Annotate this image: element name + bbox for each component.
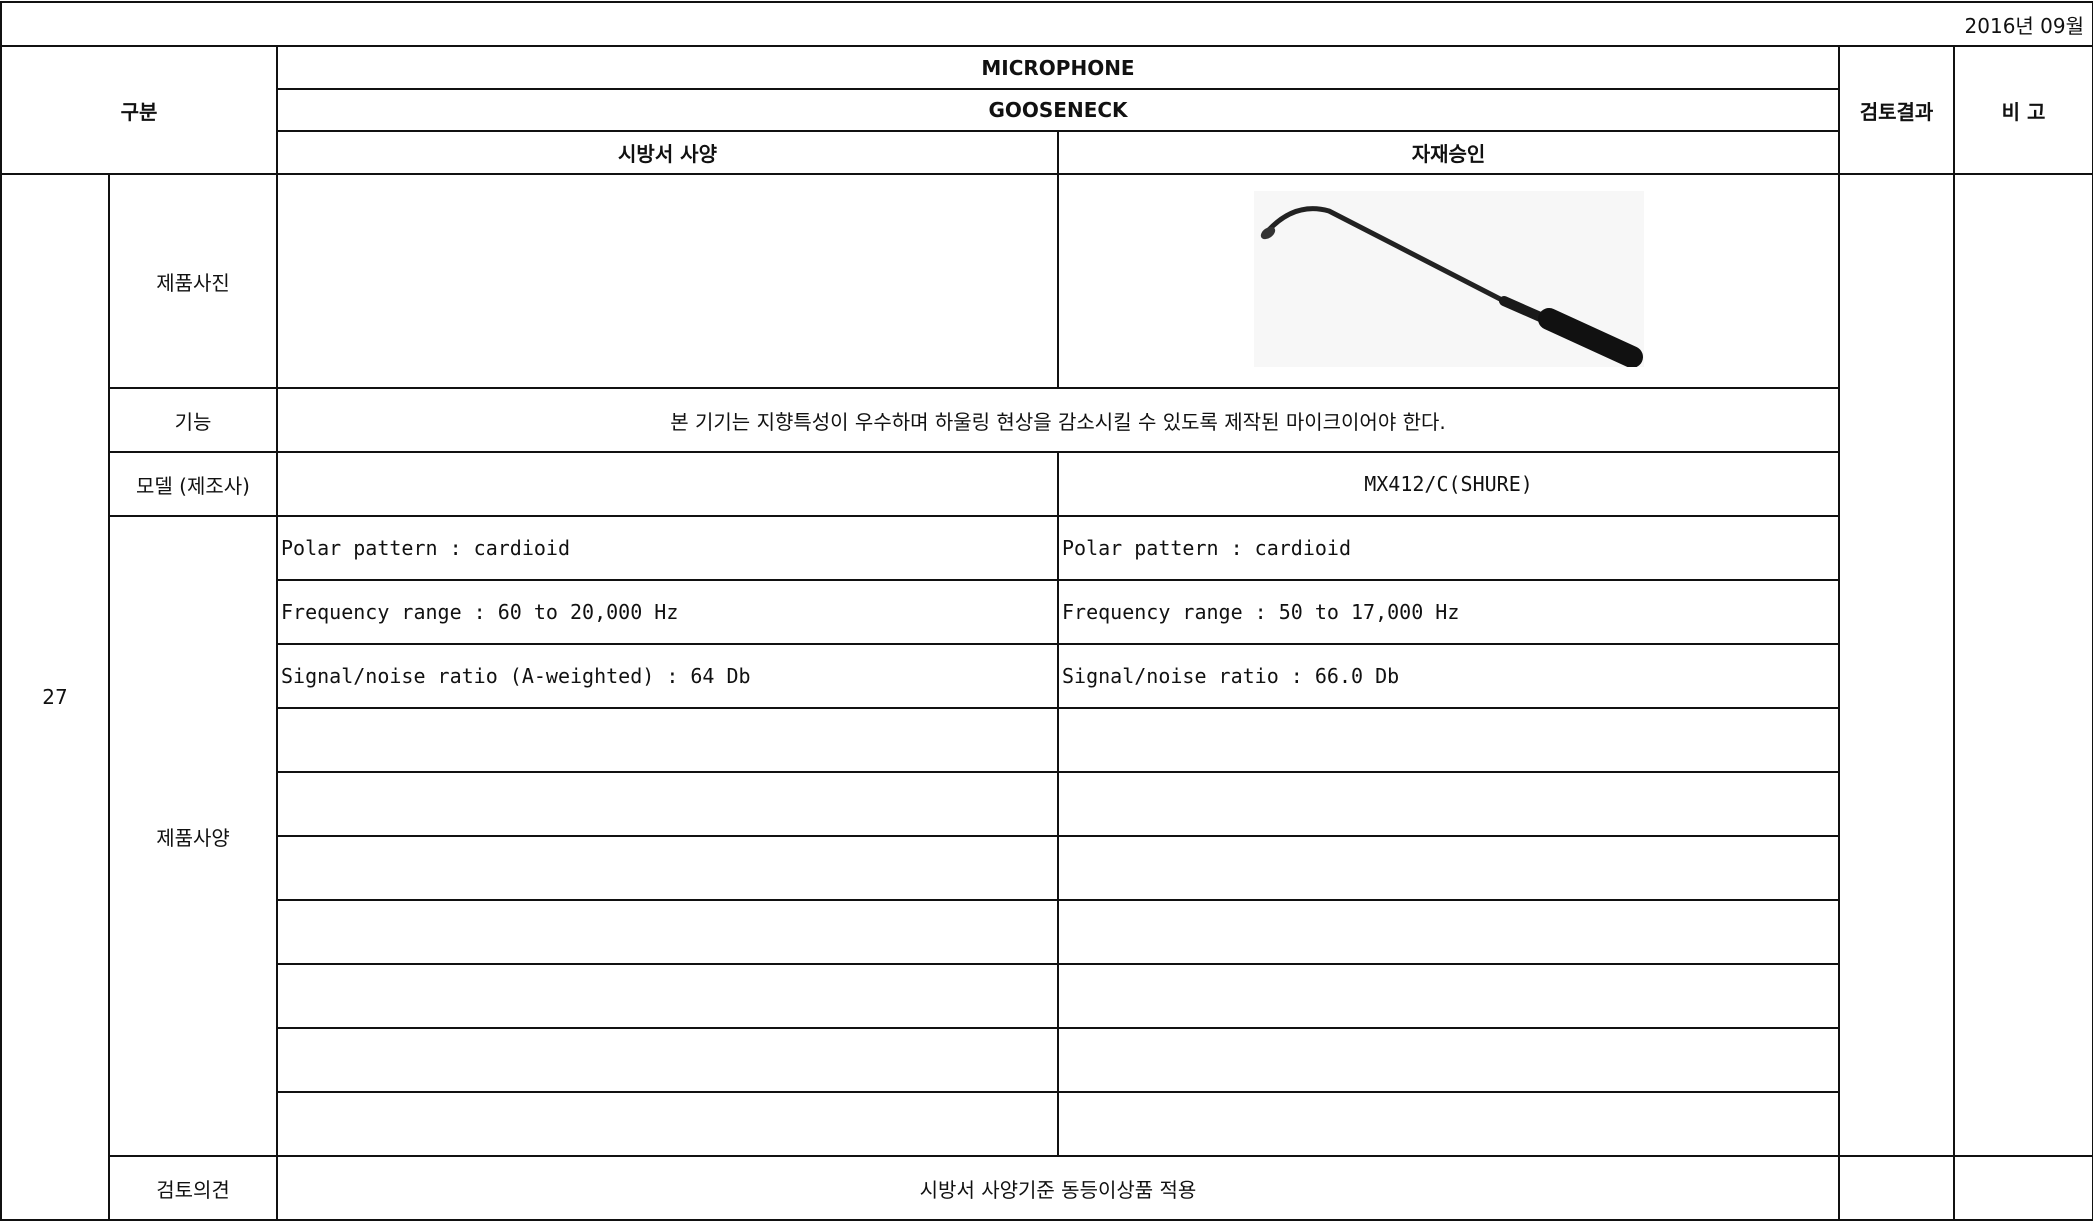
opinion-label: 검토의견 (108, 1155, 278, 1221)
spec-column-header: 시방서 사양 (276, 130, 1059, 175)
spec-label: 제품사양 (108, 515, 278, 1157)
spec-value: Frequency range : 60 to 20,000 Hz (276, 579, 1059, 645)
opinion-text: 시방서 사양기준 동등이상품 적용 (276, 1155, 1840, 1221)
approval-photo (1057, 173, 1840, 389)
approval-value: Frequency range : 50 to 17,000 Hz (1057, 579, 1840, 645)
model-spec (276, 451, 1059, 517)
empty-cell (1057, 899, 1840, 965)
model-approval: MX412/C(SHURE) (1057, 451, 1840, 517)
spec-photo (276, 173, 1059, 389)
review-result-header: 검토결과 (1838, 45, 1955, 175)
mic-handle (1537, 307, 1643, 368)
empty-cell (1057, 771, 1840, 837)
type-header: GOOSENECK (276, 88, 1840, 132)
empty-cell (276, 963, 1059, 1029)
microphone-image (1253, 190, 1644, 368)
empty-cell (276, 707, 1059, 773)
spec-value: Polar pattern : cardioid (276, 515, 1059, 581)
date: 2016년 09월 (0, 1, 2093, 47)
empty-cell (1057, 963, 1840, 1029)
review-result-cell (1838, 1155, 1955, 1221)
empty-cell (276, 835, 1059, 901)
product-header: MICROPHONE (276, 45, 1840, 90)
photo-label: 제품사진 (108, 173, 278, 389)
empty-cell (1057, 835, 1840, 901)
model-label: 모델 (제조사) (108, 451, 278, 517)
function-label: 기능 (108, 387, 278, 453)
item-number: 27 (0, 173, 110, 1221)
remarks-header: 비 고 (1952, 45, 2093, 175)
empty-cell (276, 899, 1059, 965)
empty-cell (276, 771, 1059, 837)
gooseneck (1263, 205, 1506, 303)
empty-cell (1057, 1091, 1840, 1157)
remarks-cell (1952, 173, 2093, 1157)
empty-cell (276, 1091, 1059, 1157)
approval-value: Polar pattern : cardioid (1057, 515, 1840, 581)
empty-cell (1057, 707, 1840, 773)
spec-value: Signal/noise ratio (A-weighted) : 64 Db (276, 643, 1059, 709)
empty-cell (1057, 1027, 1840, 1093)
function-text: 본 기기는 지향특성이 우수하며 하울링 현상을 감소시킬 수 있도록 제작된 … (276, 387, 1840, 453)
remarks-cell (1952, 1155, 2093, 1221)
review-result-cell (1838, 173, 1955, 1157)
empty-cell (276, 1027, 1059, 1093)
mic-head (1260, 226, 1275, 239)
category-header: 구분 (0, 45, 278, 175)
approval-column-header: 자재승인 (1057, 130, 1840, 175)
approval-value: Signal/noise ratio : 66.0 Db (1057, 643, 1840, 709)
